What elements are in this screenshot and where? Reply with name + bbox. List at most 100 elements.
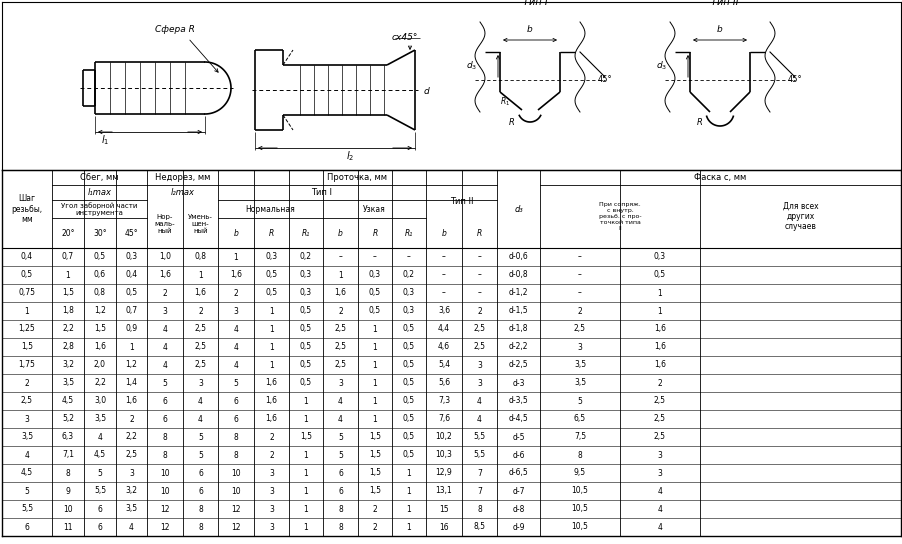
Text: 10: 10 [160, 468, 170, 478]
Text: 2,5: 2,5 [334, 325, 346, 333]
Text: $d_3$: $d_3$ [465, 60, 476, 72]
Text: 2: 2 [476, 306, 482, 316]
Text: 8: 8 [337, 504, 343, 514]
Text: 3: 3 [269, 504, 273, 514]
Text: 1,75: 1,75 [19, 361, 35, 369]
Text: 1,6: 1,6 [653, 325, 666, 333]
Text: 1,25: 1,25 [19, 325, 35, 333]
Text: 1,6: 1,6 [653, 361, 666, 369]
Text: d-8: d-8 [511, 504, 524, 514]
Text: 7,5: 7,5 [574, 432, 585, 442]
Text: 0,5: 0,5 [299, 379, 312, 387]
Text: d-0,6: d-0,6 [508, 252, 528, 262]
Text: 4: 4 [129, 522, 133, 531]
Text: 0,3: 0,3 [653, 252, 666, 262]
Text: d-3: d-3 [511, 379, 524, 387]
Text: 4: 4 [162, 343, 167, 351]
Text: –: – [407, 252, 410, 262]
Text: 5: 5 [337, 432, 343, 442]
Text: 2,5: 2,5 [473, 343, 485, 351]
Text: 3: 3 [577, 343, 582, 351]
Text: 3: 3 [129, 468, 133, 478]
Text: 2: 2 [129, 415, 133, 423]
Text: 2: 2 [234, 288, 238, 298]
Text: 1,5: 1,5 [369, 486, 381, 496]
Text: 4: 4 [476, 397, 482, 405]
Text: –: – [577, 252, 581, 262]
Text: 3: 3 [162, 306, 167, 316]
Text: $l_1$: $l_1$ [101, 133, 109, 147]
Text: 5: 5 [577, 397, 582, 405]
Text: 1: 1 [373, 325, 377, 333]
Text: 2: 2 [337, 306, 343, 316]
Text: 6: 6 [24, 522, 30, 531]
Text: 3,2: 3,2 [62, 361, 74, 369]
Text: d-6,5: d-6,5 [508, 468, 528, 478]
Text: 2,8: 2,8 [62, 343, 74, 351]
Text: 4: 4 [24, 450, 30, 460]
Text: 5: 5 [234, 379, 238, 387]
Text: 12: 12 [231, 522, 241, 531]
Text: 9: 9 [66, 486, 70, 496]
Text: 6: 6 [162, 415, 167, 423]
Text: 2: 2 [24, 379, 30, 387]
Text: 2: 2 [269, 432, 273, 442]
Text: 1,2: 1,2 [125, 361, 137, 369]
Text: 1: 1 [373, 415, 377, 423]
Text: R₁: R₁ [404, 228, 413, 238]
Text: 1,5: 1,5 [299, 432, 312, 442]
Text: 4: 4 [337, 415, 343, 423]
Text: 6: 6 [97, 504, 102, 514]
Text: 3,2: 3,2 [125, 486, 137, 496]
Text: 1,0: 1,0 [159, 252, 170, 262]
Text: 4: 4 [162, 325, 167, 333]
Text: 0,5: 0,5 [265, 288, 277, 298]
Text: 7,6: 7,6 [437, 415, 449, 423]
Text: 4: 4 [657, 522, 662, 531]
Text: 4,5: 4,5 [21, 468, 33, 478]
Text: 5,5: 5,5 [94, 486, 106, 496]
Text: Проточка, мм: Проточка, мм [327, 173, 387, 182]
Text: 0,2: 0,2 [299, 252, 312, 262]
Text: 2,0: 2,0 [94, 361, 106, 369]
Text: 3: 3 [657, 450, 662, 460]
Text: 5,5: 5,5 [473, 450, 485, 460]
Text: Нормальная: Нормальная [245, 205, 295, 213]
Text: 1,6: 1,6 [653, 343, 666, 351]
Text: 3: 3 [476, 379, 482, 387]
Text: 2,5: 2,5 [334, 361, 346, 369]
Text: 2: 2 [162, 288, 167, 298]
Text: 4: 4 [234, 325, 238, 333]
Text: 1,5: 1,5 [369, 468, 381, 478]
Text: 3,5: 3,5 [574, 379, 585, 387]
Text: 0,5: 0,5 [299, 343, 312, 351]
Text: –: – [477, 288, 481, 298]
Text: 1,5: 1,5 [369, 432, 381, 442]
Text: 1: 1 [303, 504, 308, 514]
Text: 0,5: 0,5 [125, 288, 137, 298]
Text: 1: 1 [373, 379, 377, 387]
Text: d-1,5: d-1,5 [508, 306, 528, 316]
Text: 0,5: 0,5 [402, 432, 415, 442]
Text: R: R [269, 228, 274, 238]
Text: 2,5: 2,5 [653, 397, 666, 405]
Text: 0,3: 0,3 [299, 288, 312, 298]
Text: Сбег, мм: Сбег, мм [80, 173, 119, 182]
Text: b: b [441, 228, 446, 238]
Text: Тип I: Тип I [311, 188, 332, 197]
Text: d-2,5: d-2,5 [508, 361, 528, 369]
Text: 5,4: 5,4 [437, 361, 449, 369]
Text: d-2,2: d-2,2 [508, 343, 528, 351]
Text: Недорез, мм: Недорез, мм [154, 173, 210, 182]
Text: –: – [338, 252, 342, 262]
Text: 0,4: 0,4 [125, 270, 137, 280]
Text: d-6: d-6 [511, 450, 524, 460]
Text: R₁: R₁ [301, 228, 309, 238]
Text: 6: 6 [234, 415, 238, 423]
Text: –: – [577, 270, 581, 280]
Text: 1: 1 [269, 361, 273, 369]
Text: 1: 1 [234, 252, 238, 262]
Text: 8: 8 [234, 450, 238, 460]
Text: 1,5: 1,5 [369, 450, 381, 460]
Text: d-3,5: d-3,5 [508, 397, 528, 405]
